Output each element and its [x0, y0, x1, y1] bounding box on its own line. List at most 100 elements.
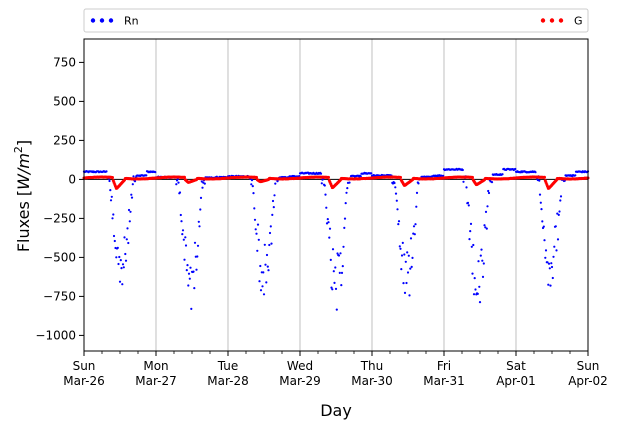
legend-marker — [540, 18, 546, 23]
rn-point — [272, 206, 275, 209]
rn-point — [324, 193, 327, 196]
rn-point — [553, 245, 556, 248]
rn-point — [478, 301, 482, 304]
y-tick-label: 0 — [68, 172, 76, 186]
rn-point — [479, 254, 482, 257]
rn-point — [543, 239, 546, 242]
rn-point — [473, 277, 476, 280]
rn-point — [469, 222, 473, 225]
rn-point — [398, 245, 401, 248]
rn-point — [154, 171, 157, 174]
rn-point — [130, 196, 134, 199]
rn-point — [105, 170, 108, 173]
rn-point — [555, 249, 558, 252]
rn-point — [538, 193, 542, 196]
rn-point — [332, 270, 335, 273]
rn-point — [465, 186, 468, 189]
rn-point — [269, 225, 272, 228]
rn-point — [252, 192, 255, 195]
rn-point — [559, 195, 563, 198]
rn-point — [556, 238, 560, 241]
rn-point — [406, 271, 410, 274]
rn-point — [262, 271, 265, 274]
rn-point — [468, 238, 471, 241]
rn-point — [262, 293, 266, 296]
rn-point — [113, 239, 116, 243]
y-tick-label: 750 — [53, 55, 76, 69]
rn-point — [482, 262, 485, 265]
rn-point — [184, 236, 187, 239]
rn-point — [478, 285, 481, 288]
rn-point — [558, 210, 561, 213]
x-tick-label: Apr-01 — [496, 374, 536, 388]
rn-point — [394, 186, 397, 189]
rn-point — [179, 213, 182, 217]
rn-point — [484, 226, 487, 229]
rn-point — [538, 179, 541, 182]
rn-point — [409, 267, 412, 270]
rn-point — [196, 244, 200, 247]
rn-point — [483, 224, 486, 227]
rn-point — [145, 174, 148, 177]
rn-point — [192, 270, 195, 273]
rn-point — [410, 265, 413, 268]
rn-point — [480, 248, 483, 251]
rn-point — [549, 284, 552, 287]
x-tick-label: Thu — [360, 359, 384, 373]
rn-point — [343, 226, 346, 229]
rn-point — [271, 199, 275, 203]
x-axis: SunMar-26MonMar-27TueMar-28WedMar-29ThuM… — [63, 351, 608, 388]
rn-point — [487, 191, 491, 195]
rn-point — [554, 225, 557, 228]
rn-point — [255, 232, 258, 235]
rn-point — [403, 291, 407, 294]
legend-marker — [549, 18, 555, 23]
rn-point — [320, 182, 323, 185]
rn-point — [340, 284, 343, 287]
x-axis-label: Day — [320, 401, 352, 420]
rn-point — [547, 283, 550, 286]
rn-point — [339, 252, 342, 255]
rn-point — [253, 218, 257, 221]
rn-point — [406, 251, 409, 254]
rn-point — [477, 260, 480, 263]
rn-point — [486, 205, 489, 208]
rn-point — [131, 183, 134, 186]
rn-point — [490, 181, 494, 184]
g-point — [327, 175, 330, 179]
rn-point — [548, 267, 551, 270]
rn-point — [395, 199, 398, 202]
rn-point — [187, 284, 190, 287]
y-tick-label: 250 — [53, 133, 76, 147]
rn-point — [417, 182, 420, 185]
rn-point — [359, 175, 362, 178]
rn-point — [544, 256, 547, 259]
rn-point — [400, 268, 403, 271]
rn-point — [125, 238, 128, 241]
rn-point — [337, 254, 341, 257]
rn-point — [265, 281, 268, 284]
rn-point — [193, 287, 196, 290]
rn-point — [487, 189, 490, 193]
rn-point — [326, 218, 329, 221]
rn-point — [399, 247, 402, 250]
x-tick-label: Mar-31 — [423, 374, 464, 388]
rn-point — [542, 225, 545, 228]
rn-point — [481, 275, 485, 278]
x-tick-label: Wed — [287, 359, 313, 373]
rn-point — [546, 261, 549, 264]
rn-point — [550, 262, 553, 265]
rn-point — [401, 241, 404, 244]
rn-point — [197, 220, 200, 223]
x-tick-label: Tue — [217, 359, 239, 373]
y-tick-label: 500 — [53, 94, 76, 108]
rn-point — [342, 245, 345, 248]
rn-point — [257, 238, 260, 241]
rn-point — [466, 201, 470, 204]
rn-point — [127, 241, 130, 245]
rn-point — [263, 243, 266, 246]
x-tick-label: Mar-26 — [63, 374, 104, 388]
rn-point — [462, 180, 465, 183]
rn-point — [474, 288, 477, 291]
